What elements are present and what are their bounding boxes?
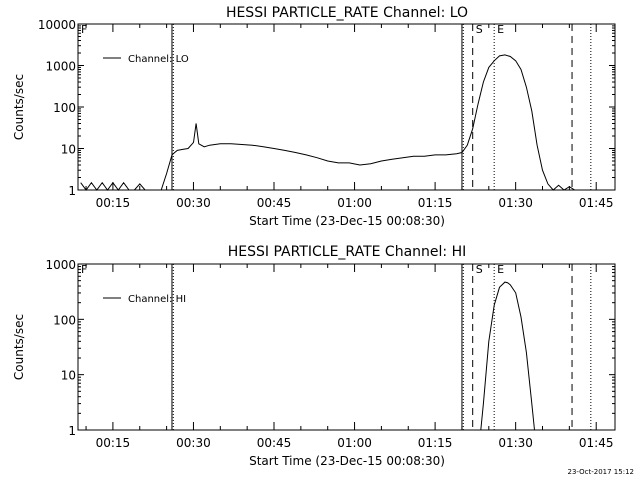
chart-title: HESSI PARTICLE_RATE Channel: HI xyxy=(228,244,466,260)
panel-channel-hi: HESSI PARTICLE_RATE Channel: HI Counts/s… xyxy=(12,244,616,468)
y-tick-label: 1 xyxy=(68,184,76,198)
y-tick-labels: 1 10 100 1000 10000 xyxy=(38,18,615,198)
data-series xyxy=(480,281,535,431)
x-tick-label: 00:45 xyxy=(257,436,292,450)
marker-label: S xyxy=(476,23,483,36)
x-tick-label: 01:30 xyxy=(498,436,533,450)
generation-timestamp: 23-Oct-2017 15:12 xyxy=(567,468,634,476)
y-axis-label: Counts/sec xyxy=(12,74,26,140)
x-tick-label: 00:15 xyxy=(96,436,131,450)
x-tick-labels: 00:15 00:30 00:45 01:00 01:15 01:30 01:45 xyxy=(85,24,614,210)
x-tick-label: 01:15 xyxy=(418,436,453,450)
marker-label: E xyxy=(497,263,504,276)
x-tick-label: 00:30 xyxy=(176,196,211,210)
x-tick-label: 01:45 xyxy=(579,196,614,210)
y-tick-label: 1 xyxy=(68,424,76,438)
x-tick-label: 01:15 xyxy=(418,196,453,210)
marker-label: E xyxy=(497,23,504,36)
x-tick-label: 01:00 xyxy=(337,436,372,450)
x-axis-label: Start Time (23-Dec-15 00:08:30) xyxy=(249,214,445,228)
series-line xyxy=(480,281,535,431)
x-tick-labels: 00:15 00:30 00:45 01:00 01:15 01:30 01:45 xyxy=(85,264,614,450)
y-tick-label: 10 xyxy=(61,143,76,157)
plot-frame xyxy=(77,263,616,431)
x-tick-label: 01:30 xyxy=(498,196,533,210)
chart-title: HESSI PARTICLE_RATE Channel: LO xyxy=(226,5,468,21)
marker-label: F xyxy=(81,23,87,36)
y-tick-label: 100 xyxy=(53,101,76,115)
x-tick-label: 00:15 xyxy=(96,196,131,210)
x-tick-label: 00:45 xyxy=(257,196,292,210)
y-tick-label: 1000 xyxy=(45,60,76,74)
x-tick-label: 01:45 xyxy=(579,436,614,450)
y-tick-label: 10 xyxy=(61,369,76,383)
y-axis-label: Counts/sec xyxy=(12,314,26,380)
series-line xyxy=(80,54,586,191)
x-axis-label: Start Time (23-Dec-15 00:08:30) xyxy=(249,454,445,468)
plot-frame xyxy=(77,23,616,191)
y-tick-label: 1000 xyxy=(45,258,76,272)
y-tick-labels: 1 10 100 1000 xyxy=(45,258,615,438)
marker-label: S xyxy=(476,263,483,276)
y-tick-label: 10000 xyxy=(38,18,76,32)
panel-channel-lo: HESSI PARTICLE_RATE Channel: LO Counts/s… xyxy=(12,5,616,228)
data-series xyxy=(80,54,586,191)
marker-label: F xyxy=(81,263,87,276)
y-tick-label: 100 xyxy=(53,313,76,327)
legend-entry: Channel: LO xyxy=(128,54,189,65)
legend-entry: Channel: HI xyxy=(128,294,186,305)
x-tick-label: 00:30 xyxy=(176,436,211,450)
x-tick-label: 01:00 xyxy=(337,196,372,210)
